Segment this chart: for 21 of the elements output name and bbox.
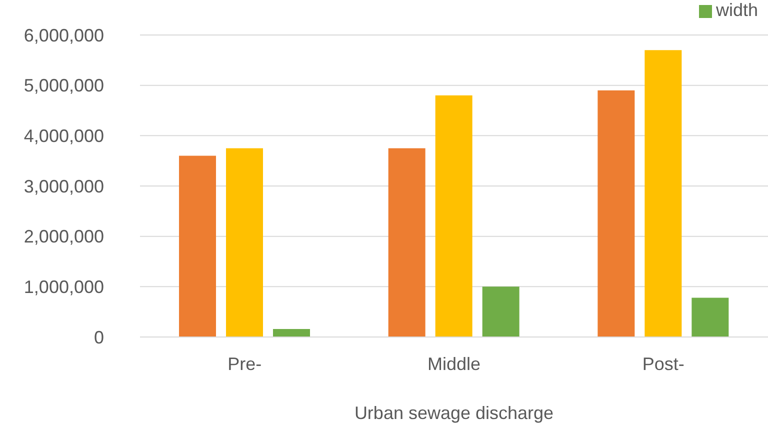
y-tick-label: 0 [94, 327, 104, 348]
bar [179, 156, 216, 337]
y-tick-label: 5,000,000 [24, 76, 104, 96]
bar [482, 286, 520, 337]
x-tick-label: Post- [642, 354, 684, 374]
x-tick-label: Middle [427, 354, 481, 374]
y-tick-label: 2,000,000 [24, 226, 104, 247]
bar [226, 148, 263, 337]
x-axis-title: Urban sewage discharge [354, 403, 554, 423]
bar [692, 298, 729, 337]
bar [435, 95, 472, 337]
y-tick-label: 3,000,000 [24, 176, 104, 196]
y-tick-label: 6,000,000 [24, 25, 104, 46]
x-tick-label: Pre- [228, 354, 262, 374]
y-tick-label: 4,000,000 [24, 126, 104, 146]
y-tick-label: 1,000,000 [24, 277, 104, 298]
bar [388, 148, 426, 337]
bar [598, 90, 635, 337]
bar [273, 328, 310, 337]
bar [644, 50, 682, 337]
legend-label: width [716, 0, 758, 20]
